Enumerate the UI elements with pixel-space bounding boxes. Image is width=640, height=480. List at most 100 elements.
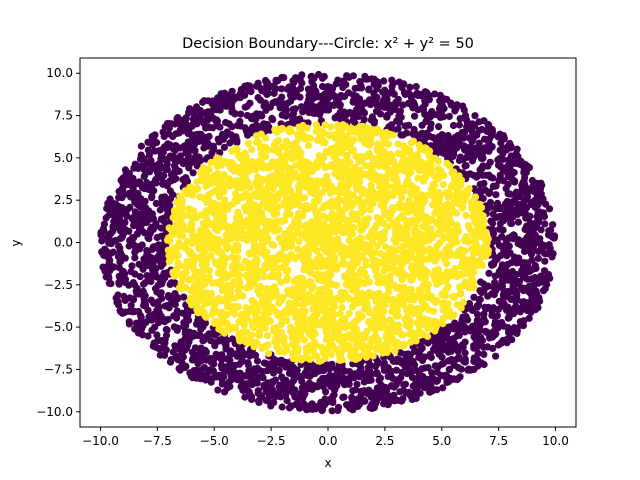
data-point bbox=[171, 290, 179, 298]
data-point bbox=[209, 367, 217, 375]
data-point bbox=[497, 281, 505, 290]
data-point bbox=[196, 157, 205, 165]
data-point bbox=[179, 346, 187, 354]
data-point bbox=[248, 331, 256, 339]
data-point bbox=[127, 301, 135, 309]
data-point bbox=[538, 212, 546, 220]
data-point bbox=[481, 144, 489, 152]
data-point bbox=[471, 112, 479, 120]
data-point bbox=[142, 318, 150, 326]
data-point bbox=[487, 217, 495, 225]
data-point bbox=[392, 366, 401, 374]
data-point bbox=[432, 318, 440, 326]
data-point bbox=[270, 283, 278, 291]
data-point bbox=[260, 359, 268, 367]
data-point bbox=[188, 300, 196, 308]
data-point bbox=[517, 270, 525, 278]
data-point bbox=[213, 117, 221, 125]
data-point bbox=[265, 349, 273, 358]
data-point bbox=[499, 149, 507, 158]
data-point bbox=[249, 126, 258, 134]
data-point bbox=[193, 370, 201, 378]
data-point bbox=[311, 370, 319, 378]
data-point bbox=[132, 161, 140, 169]
data-point bbox=[379, 153, 387, 161]
data-point bbox=[501, 288, 509, 296]
data-point bbox=[278, 74, 286, 82]
data-point bbox=[194, 360, 202, 368]
data-point bbox=[457, 304, 465, 312]
data-point bbox=[211, 339, 220, 347]
data-point bbox=[116, 244, 124, 252]
data-point bbox=[278, 111, 286, 119]
data-point bbox=[475, 301, 483, 309]
data-point bbox=[167, 279, 175, 287]
data-point bbox=[309, 295, 317, 303]
data-point bbox=[373, 369, 381, 377]
data-point bbox=[507, 288, 515, 296]
data-point bbox=[161, 165, 169, 173]
data-point bbox=[398, 83, 406, 92]
data-point bbox=[407, 94, 415, 102]
data-point bbox=[193, 130, 201, 139]
data-point bbox=[480, 350, 488, 358]
data-point bbox=[341, 289, 349, 297]
data-point bbox=[291, 223, 300, 231]
data-point bbox=[242, 172, 250, 181]
data-point bbox=[308, 385, 316, 393]
data-point bbox=[504, 190, 512, 198]
data-point bbox=[504, 276, 512, 284]
data-point bbox=[199, 219, 207, 227]
data-point bbox=[275, 366, 283, 375]
data-point bbox=[290, 365, 298, 373]
data-point bbox=[141, 197, 149, 205]
data-point bbox=[371, 400, 379, 408]
data-point bbox=[151, 131, 159, 139]
data-point bbox=[207, 358, 215, 367]
data-point bbox=[543, 250, 551, 258]
data-point bbox=[196, 106, 204, 115]
data-point bbox=[332, 320, 340, 328]
data-point bbox=[144, 332, 152, 340]
data-point bbox=[155, 309, 163, 317]
data-point bbox=[399, 357, 407, 365]
data-point bbox=[159, 202, 167, 210]
data-point bbox=[233, 352, 241, 360]
data-point bbox=[531, 234, 540, 242]
data-point bbox=[285, 382, 293, 391]
data-point bbox=[531, 196, 540, 204]
data-point bbox=[137, 313, 145, 321]
data-point bbox=[351, 84, 359, 92]
data-point bbox=[284, 309, 292, 317]
data-point bbox=[336, 115, 344, 123]
data-point bbox=[509, 310, 518, 318]
data-point bbox=[306, 176, 314, 184]
data-point bbox=[174, 251, 182, 260]
data-point bbox=[524, 299, 532, 307]
data-point bbox=[137, 142, 145, 150]
data-point bbox=[482, 171, 490, 179]
data-point bbox=[160, 171, 168, 180]
data-point bbox=[147, 185, 155, 193]
data-point bbox=[496, 268, 504, 276]
data-point bbox=[414, 132, 422, 140]
data-point bbox=[222, 118, 230, 127]
data-point bbox=[148, 210, 156, 218]
data-point bbox=[289, 389, 297, 397]
data-point bbox=[383, 111, 391, 119]
data-point bbox=[105, 279, 113, 287]
data-point bbox=[117, 234, 126, 242]
data-point bbox=[398, 158, 407, 166]
data-point bbox=[368, 113, 376, 121]
data-point bbox=[352, 125, 360, 133]
data-point bbox=[141, 172, 149, 180]
data-point bbox=[180, 323, 188, 331]
data-point bbox=[202, 289, 211, 297]
data-point bbox=[143, 179, 151, 187]
data-point bbox=[359, 333, 367, 341]
data-point bbox=[541, 220, 549, 228]
data-point bbox=[318, 407, 326, 415]
data-point bbox=[172, 352, 180, 360]
data-point bbox=[357, 84, 366, 92]
data-point bbox=[248, 112, 256, 120]
